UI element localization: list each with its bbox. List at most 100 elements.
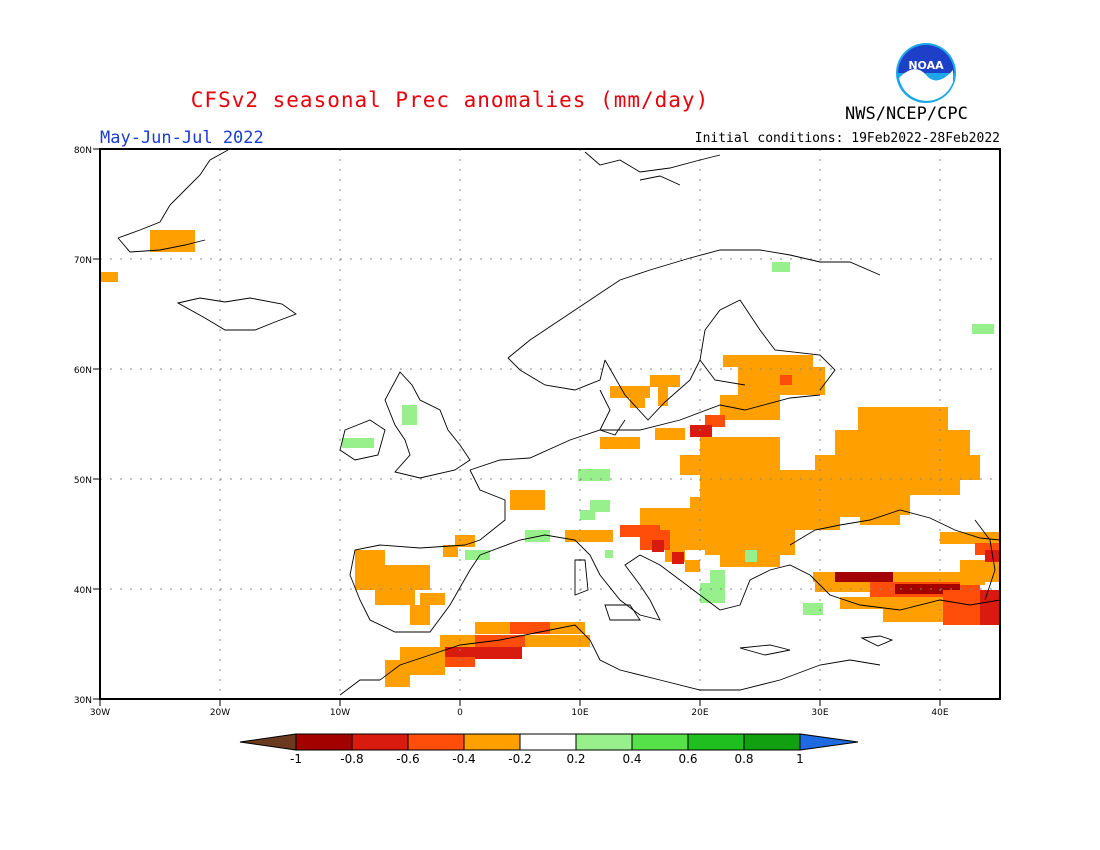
anomaly-cell (815, 455, 980, 480)
anomaly-cell (720, 395, 780, 420)
lon-label: 30E (811, 708, 828, 718)
anomaly-cell (420, 593, 445, 605)
anomaly-cell (690, 425, 712, 437)
coastline (574, 559, 589, 596)
anomaly-cell (650, 375, 680, 387)
anomaly-cell (772, 262, 790, 272)
colorbar-box (351, 733, 409, 751)
anomaly-cell (815, 582, 875, 592)
coastline (739, 644, 791, 656)
coastline (604, 299, 741, 421)
anomaly-cell (375, 590, 415, 605)
colorbar-label: -0.8 (340, 752, 363, 766)
colorbar-box (519, 733, 577, 751)
anomaly-cell (672, 552, 684, 564)
colorbar-box (687, 733, 745, 751)
anomaly-cell (410, 605, 430, 625)
colorbar-box (407, 733, 465, 751)
anomaly-cell (960, 575, 985, 585)
anomaly-cell (525, 530, 550, 542)
anomaly-cell (510, 490, 545, 510)
anomaly-cell (700, 477, 850, 497)
coastline (860, 635, 894, 647)
coastline (584, 151, 721, 173)
anomaly-cell (705, 415, 725, 427)
forecast-period: May-Jun-Jul 2022 (100, 128, 264, 148)
lon-label: 10E (571, 708, 588, 718)
coastlines (117, 149, 1001, 696)
anomaly-cell (820, 495, 910, 515)
anomaly-cell (150, 230, 195, 252)
anomaly-cell (658, 386, 668, 406)
anomaly-cell (580, 510, 595, 520)
anomaly-cell (342, 438, 374, 448)
agency-label: NWS/NCEP/CPC (845, 104, 968, 124)
lon-label: 10W (330, 708, 350, 718)
anomaly-cell (980, 590, 1000, 625)
graticule (100, 149, 1000, 699)
coastline (639, 175, 681, 186)
anomaly-cell (598, 530, 613, 542)
anomaly-cell (590, 500, 610, 512)
anomaly-cell (835, 430, 970, 455)
anomaly-cell (860, 515, 900, 525)
coastline (789, 509, 1001, 546)
anomaly-cell (780, 375, 792, 385)
anomaly-cell (685, 560, 700, 572)
anomaly-cell (858, 407, 948, 432)
coastline (699, 359, 746, 386)
coastline (176, 297, 297, 331)
axis-ticks: 80N 70N 60N 50N 40N 30N 30W 20W 10W 0 10E 20E 30E 40E (74, 146, 949, 718)
colorbar-label: -0.4 (452, 752, 475, 766)
anomaly-cell (100, 272, 118, 282)
colorbar-label: -0.6 (396, 752, 419, 766)
anomaly-cell (385, 675, 410, 687)
anomaly-cell (640, 508, 840, 530)
anomaly-cell (803, 603, 823, 615)
lat-label: 30N (74, 696, 92, 706)
logo-text: NOAA (908, 59, 944, 72)
anomaly-cell (960, 560, 1000, 572)
anomaly-cell (915, 584, 923, 592)
anomaly-cell (605, 550, 613, 558)
anomaly-cell (813, 572, 1000, 582)
lon-label: 40E (931, 708, 948, 718)
colorbar-label: 0.8 (734, 752, 753, 766)
colorbar-box (463, 733, 521, 751)
anomaly-cell (680, 455, 700, 475)
anomaly-cell (610, 386, 650, 398)
anomaly-cell (700, 583, 725, 603)
anomaly-cell (895, 584, 960, 594)
colorbar-box (743, 733, 801, 751)
anomaly-cell (578, 469, 610, 481)
anomaly-cell (972, 324, 994, 334)
coastline (339, 419, 386, 461)
anomaly-cell (845, 480, 960, 495)
anomaly-cell (510, 622, 550, 634)
anomaly-cell (883, 597, 943, 622)
anomaly-cell (835, 572, 893, 584)
coastline (507, 249, 881, 359)
lat-label: 80N (74, 146, 92, 156)
colorbar-label: 1 (796, 752, 804, 766)
anomaly-cell (445, 657, 475, 667)
map-frame (99, 148, 1001, 700)
anomaly-cell (600, 437, 640, 449)
anomaly-cell (443, 545, 458, 557)
coastline (379, 624, 881, 691)
anomaly-cell (355, 565, 430, 590)
colorbar: -1 -0.8 -0.6 -0.4 -0.2 0.2 0.4 0.6 0.8 1 (239, 733, 859, 766)
anomaly-cell (940, 532, 1000, 544)
map-title: CFSv2 seasonal Prec anomalies (mm/day) (190, 88, 710, 112)
coastline (974, 519, 996, 601)
coastline (384, 371, 471, 479)
colorbar-label: 0.4 (622, 752, 641, 766)
colorbar-triangle-high (799, 733, 859, 751)
colorbar-label: 0.2 (566, 752, 585, 766)
anomaly-cell (465, 550, 490, 560)
coastline (479, 534, 811, 621)
noaa-logo-icon: NOAA (896, 43, 956, 103)
colorbar-box (295, 733, 353, 751)
anomaly-cell (442, 647, 522, 659)
